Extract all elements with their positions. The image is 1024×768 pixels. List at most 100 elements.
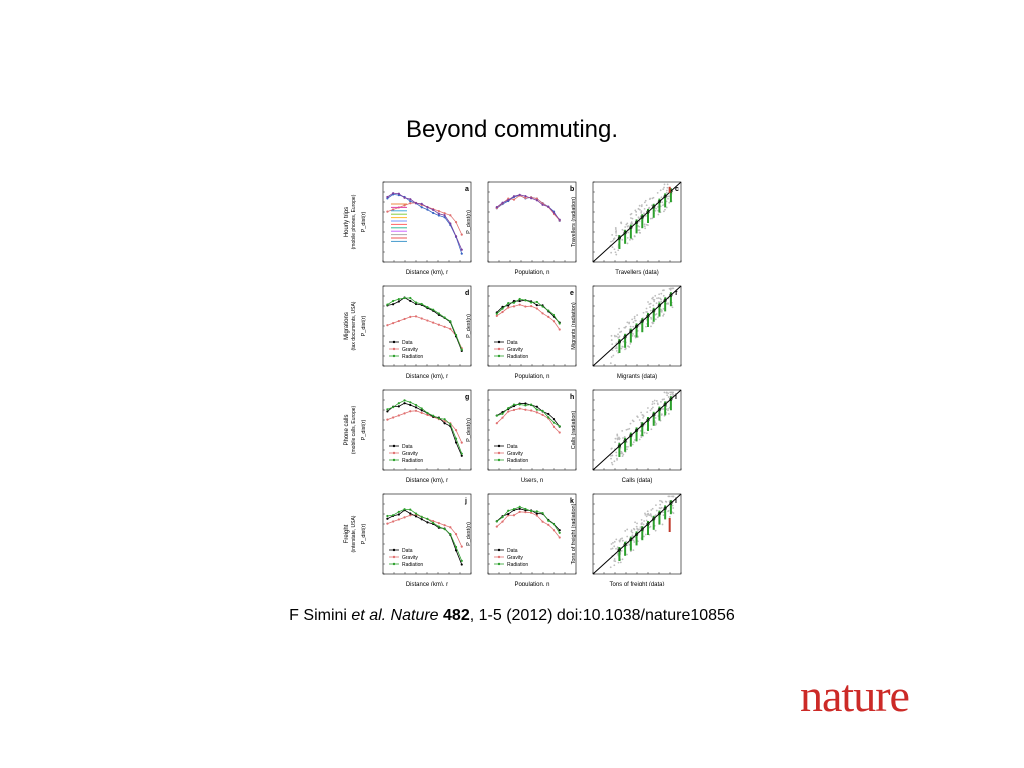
scatter-point-f <box>636 314 639 316</box>
scatter-point-i <box>650 407 653 410</box>
scatter-point-c <box>639 231 642 234</box>
diagonal-line-f <box>592 285 682 367</box>
panel-letter-i: i <box>675 394 677 401</box>
series-point-g <box>454 429 458 432</box>
series-point-g <box>386 410 389 413</box>
scatter-point-c <box>631 217 634 220</box>
scatter-point-l <box>624 530 627 532</box>
series-point-h <box>524 402 527 405</box>
mean-marker-l <box>623 543 627 547</box>
series-point-h <box>518 403 521 406</box>
series-line-h-2 <box>496 404 560 427</box>
series-point-k <box>535 512 538 515</box>
citation-rest: , 1-5 (2012) doi:10.1038/nature10856 <box>469 607 735 624</box>
scatter-point-f <box>662 313 665 316</box>
box-bar-f <box>618 339 621 353</box>
series-point-j <box>386 522 389 525</box>
series-point-d <box>414 301 418 304</box>
scatter-point-c <box>644 227 647 230</box>
series-point-e <box>518 297 521 301</box>
series-point-j <box>460 545 463 548</box>
scatter-point-i <box>652 406 654 409</box>
scatter-point-i <box>613 460 616 463</box>
scatter-point-f <box>646 311 649 314</box>
mean-marker-f <box>657 303 662 308</box>
legend-label-h: Data <box>507 444 518 450</box>
series-point-b <box>552 211 556 214</box>
scatter-point-f <box>650 317 653 320</box>
legend-label-h: Radiation <box>507 458 528 464</box>
scatter-point-c <box>644 214 647 217</box>
box-bar-i <box>669 396 672 411</box>
series-point-a <box>437 214 440 217</box>
row-label-0: Hourly trips <box>344 207 350 237</box>
series-point-g <box>420 411 423 414</box>
scatter-point-i <box>610 447 613 450</box>
series-point-d <box>403 296 406 300</box>
legend-marker-j <box>392 548 396 552</box>
series-point-d <box>397 297 400 301</box>
scatter-point-f <box>642 311 645 314</box>
series-point-g <box>409 410 412 413</box>
legend-marker-k <box>497 548 501 552</box>
panel-ylabel-e: P_dest(n) <box>466 314 472 338</box>
panel-letter-e: e <box>570 290 574 297</box>
series-point-h <box>495 422 498 425</box>
panel-frame-j <box>382 493 472 575</box>
panel-letter-g: g <box>465 394 469 401</box>
row-sublabel-1: (tax documents, USA) <box>351 301 357 350</box>
scatter-point-c <box>638 204 641 207</box>
scatter-point-l <box>610 543 613 545</box>
mean-marker-c <box>657 199 662 204</box>
legend-label-g: Radiation <box>402 458 423 464</box>
scatter-point-l <box>626 535 629 538</box>
scatter-point-i <box>626 428 629 431</box>
scatter-point-c <box>665 206 668 209</box>
mean-marker-c <box>652 205 656 209</box>
series-point-h <box>535 411 538 414</box>
series-point-a <box>443 212 446 215</box>
scatter-point-i <box>672 393 675 396</box>
scatter-point-c <box>626 242 629 245</box>
scatter-point-f <box>648 303 651 306</box>
scatter-point-f <box>633 317 636 320</box>
series-point-k <box>541 520 544 523</box>
scatter-point-f <box>659 297 662 300</box>
scatter-point-f <box>622 340 625 343</box>
scatter-point-l <box>621 558 624 561</box>
series-point-a <box>414 202 418 205</box>
legend-label-k: Gravity <box>507 555 523 561</box>
series-point-d <box>437 312 440 315</box>
figure-panels: Hourly trips (mobile phones, Europe) a Dist… <box>344 181 682 586</box>
panel-letter-c: c <box>675 186 679 193</box>
scatter-point-l <box>633 528 636 531</box>
series-point-d <box>386 324 389 327</box>
scatter-point-c <box>614 251 617 254</box>
scatter-point-i <box>610 454 612 457</box>
scatter-point-l <box>636 522 638 525</box>
scatter-point-c <box>639 208 641 211</box>
series-point-h <box>524 408 527 411</box>
scatter-point-c <box>664 208 666 211</box>
scatter-point-f <box>618 335 621 338</box>
series-point-a <box>403 204 406 207</box>
series-point-h <box>512 408 516 412</box>
scatter-point-f <box>617 336 620 339</box>
diagonal-line-c <box>592 181 682 263</box>
scatter-point-f <box>662 314 665 317</box>
scatter-point-l <box>644 514 647 516</box>
series-point-j <box>386 517 389 520</box>
box-bar-f <box>652 307 655 322</box>
scatter-point-f <box>612 354 615 357</box>
scatter-point-l <box>631 534 634 537</box>
series-point-g <box>403 412 406 415</box>
scatter-point-l <box>626 528 629 531</box>
scatter-point-l <box>644 533 647 536</box>
series-point-a <box>454 235 458 238</box>
mean-marker-i <box>634 428 639 433</box>
mean-marker-f <box>629 329 633 334</box>
scatter-point-f <box>631 318 634 321</box>
panel-xlabel-d: Distance (km), r <box>406 374 448 380</box>
series-point-k <box>501 520 504 523</box>
box-bar-c <box>629 224 632 239</box>
